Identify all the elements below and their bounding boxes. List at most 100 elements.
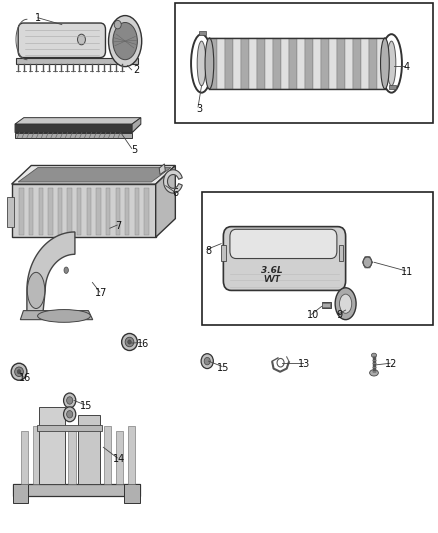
Polygon shape [329, 38, 337, 89]
Polygon shape [45, 431, 52, 484]
Polygon shape [116, 188, 120, 235]
Text: 3.6L: 3.6L [261, 266, 282, 274]
Text: 11: 11 [401, 267, 413, 277]
Polygon shape [313, 38, 321, 89]
Bar [322, 303, 330, 307]
Text: 14: 14 [113, 454, 125, 464]
FancyBboxPatch shape [223, 227, 346, 290]
Polygon shape [18, 167, 171, 182]
Ellipse shape [335, 288, 356, 320]
Text: 8: 8 [205, 246, 211, 255]
Polygon shape [106, 188, 110, 235]
Text: VVT: VVT [264, 274, 281, 284]
Text: 6: 6 [172, 188, 178, 198]
Ellipse shape [363, 257, 372, 268]
Ellipse shape [381, 38, 389, 89]
Ellipse shape [113, 22, 138, 60]
Ellipse shape [122, 334, 138, 351]
Polygon shape [12, 165, 175, 184]
FancyBboxPatch shape [18, 23, 106, 58]
Bar [201, 192, 433, 325]
Text: 7: 7 [116, 221, 122, 231]
Polygon shape [281, 38, 289, 89]
Polygon shape [305, 38, 313, 89]
Polygon shape [92, 431, 99, 484]
Polygon shape [125, 188, 130, 235]
Polygon shape [337, 38, 345, 89]
Polygon shape [13, 484, 140, 496]
Polygon shape [7, 197, 14, 227]
Polygon shape [163, 169, 182, 193]
Bar [389, 85, 396, 90]
Ellipse shape [14, 367, 23, 376]
Text: 17: 17 [95, 288, 107, 298]
Polygon shape [132, 118, 141, 133]
Polygon shape [116, 431, 124, 484]
Text: 1: 1 [35, 13, 41, 23]
Text: 10: 10 [307, 310, 319, 320]
Polygon shape [289, 38, 297, 89]
Polygon shape [78, 415, 100, 484]
Ellipse shape [11, 364, 27, 380]
Polygon shape [12, 184, 155, 237]
Polygon shape [20, 311, 93, 320]
Polygon shape [33, 426, 40, 484]
Bar [15, 133, 132, 138]
Polygon shape [221, 245, 226, 261]
Polygon shape [217, 38, 225, 89]
Bar [199, 31, 206, 35]
Ellipse shape [17, 369, 21, 374]
Polygon shape [345, 38, 353, 89]
Polygon shape [135, 188, 139, 235]
Ellipse shape [201, 354, 213, 368]
Ellipse shape [27, 272, 45, 309]
Polygon shape [39, 188, 43, 235]
Polygon shape [159, 164, 165, 174]
Text: 16: 16 [137, 338, 149, 349]
Polygon shape [377, 38, 385, 89]
Text: 15: 15 [80, 401, 92, 411]
Polygon shape [39, 407, 65, 484]
Polygon shape [209, 38, 217, 89]
Polygon shape [273, 38, 281, 89]
Text: 12: 12 [385, 359, 398, 369]
Polygon shape [145, 188, 149, 235]
Bar [321, 302, 331, 308]
Ellipse shape [67, 397, 73, 404]
Text: 5: 5 [131, 144, 137, 155]
Ellipse shape [38, 310, 90, 322]
Polygon shape [68, 431, 76, 484]
Text: 2: 2 [133, 65, 139, 75]
Ellipse shape [339, 294, 352, 313]
Polygon shape [127, 426, 135, 484]
Polygon shape [265, 38, 273, 89]
Text: 4: 4 [404, 62, 410, 72]
Bar [16, 58, 138, 64]
Ellipse shape [387, 41, 396, 86]
Ellipse shape [370, 369, 378, 376]
Polygon shape [361, 38, 369, 89]
Text: 16: 16 [18, 373, 31, 383]
Polygon shape [15, 118, 141, 124]
Polygon shape [37, 425, 102, 431]
Polygon shape [80, 426, 88, 484]
Polygon shape [67, 188, 72, 235]
Polygon shape [209, 38, 385, 89]
Text: 3: 3 [196, 104, 202, 114]
Bar [175, 3, 433, 123]
Ellipse shape [64, 393, 76, 408]
Polygon shape [48, 188, 53, 235]
FancyBboxPatch shape [230, 229, 337, 259]
Polygon shape [21, 431, 28, 484]
Polygon shape [19, 188, 24, 235]
Ellipse shape [109, 15, 142, 67]
Polygon shape [104, 426, 111, 484]
Ellipse shape [78, 34, 85, 45]
Polygon shape [297, 38, 305, 89]
Polygon shape [353, 38, 361, 89]
Text: 13: 13 [298, 359, 310, 369]
Polygon shape [257, 38, 265, 89]
Ellipse shape [67, 410, 73, 418]
Polygon shape [225, 38, 233, 89]
Text: 9: 9 [336, 310, 342, 320]
